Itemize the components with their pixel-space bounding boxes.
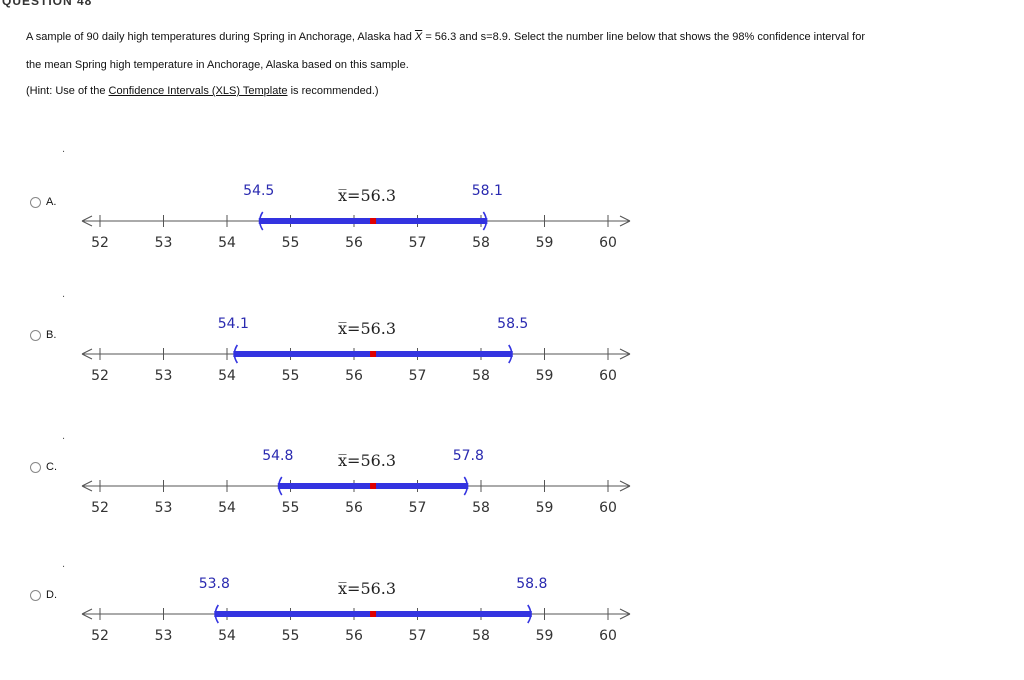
xbar-symbol: X [414,31,423,43]
option-dot-marker: . [62,558,66,570]
tick-label: 53 [155,628,173,644]
option-radio-d[interactable] [30,590,41,601]
tick-label: 59 [536,628,554,644]
lower-bound-label: 54.1 [218,316,249,332]
right-arrow-icon [619,480,631,492]
tick-label: 53 [155,368,173,384]
mean-label: x̅=56.3 [338,579,396,598]
tick-label: 54 [218,368,236,384]
tick-label: 55 [282,368,300,384]
mean-marker [370,483,377,489]
option-radio-a[interactable] [30,197,41,208]
lower-bracket [278,476,283,496]
confidence-intervals-template-link[interactable]: Confidence Intervals (XLS) Template [108,85,288,97]
left-arrow-icon [81,480,93,492]
upper-bound-label: 58.8 [516,576,547,592]
left-arrow-icon [81,215,93,227]
number-line-b: 52 53 54 55 56 57 58 59 60 54.1 58.5 x̅=56.3 [81,316,631,384]
tick-label: 53 [155,235,173,251]
tick-label: 58 [472,628,490,644]
tick-label: 52 [91,628,109,644]
right-arrow-icon [619,348,631,360]
tick-label: 58 [472,368,490,384]
tick-label: 60 [599,235,617,251]
mean-label: x̅=56.3 [338,319,396,338]
question-text-post: = 56.3 and s=8.9. Select the number line… [425,31,865,43]
hint-suffix: is recommended.) [290,85,379,97]
tick-label: 55 [282,235,300,251]
left-arrow-icon [81,608,93,620]
mean-label: x̅=56.3 [338,451,396,470]
tick-label: 56 [345,628,363,644]
lower-bracket [214,604,219,624]
lower-bound-label: 53.8 [199,576,230,592]
tick-label: 52 [91,368,109,384]
tick-label: 57 [409,500,427,516]
hint-line: (Hint: Use of the Confidence Intervals (… [26,85,379,97]
option-dot-marker: . [62,430,66,442]
tick-label: 52 [91,500,109,516]
lower-bound-label: 54.5 [243,183,274,199]
tick-label: 56 [345,500,363,516]
upper-bound-label: 57.8 [453,448,484,464]
mean-marker [370,351,377,357]
lower-bracket [233,344,239,364]
right-arrow-icon [619,215,631,227]
tick-label: 55 [282,500,300,516]
option-label: B. [46,329,57,341]
option-label: C. [46,461,57,473]
tick-label: 58 [472,500,490,516]
left-arrow-icon [81,348,93,360]
tick-label: 58 [472,235,490,251]
tick-label: 57 [409,368,427,384]
upper-bound-label: 58.1 [472,183,503,199]
option-radio-b[interactable] [30,330,41,341]
tick-label: 60 [599,368,617,384]
tick-label: 56 [345,235,363,251]
tick-label: 57 [409,628,427,644]
tick-label: 59 [536,235,554,251]
option-label: D. [46,589,57,601]
number-line-d: 52 53 54 55 56 57 58 59 60 53.8 58.8 x̅=56.3 [81,576,631,644]
option-dot-marker: . [62,143,66,155]
upper-bracket [508,344,513,364]
number-line-a: 52 53 54 55 56 57 58 59 60 54.5 58.1 x̅=56.3 [81,183,631,251]
mean-label: x̅=56.3 [338,186,396,205]
upper-bracket [527,604,532,624]
mean-marker [370,611,377,617]
right-arrow-icon [619,608,631,620]
question-line-1: A sample of 90 daily high temperatures d… [26,31,865,43]
question-header: QUESTION 48 [2,0,93,8]
tick-label: 52 [91,235,109,251]
tick-label: 54 [218,628,236,644]
lower-bound-label: 54.8 [262,448,293,464]
tick-label: 54 [218,500,236,516]
lower-bracket [258,211,264,231]
mean-marker [370,218,377,224]
upper-bracket [482,211,488,231]
upper-bound-label: 58.5 [497,316,528,332]
tick-label: 57 [409,235,427,251]
tick-label: 60 [599,500,617,516]
option-radio-c[interactable] [30,462,41,473]
tick-label: 54 [218,235,236,251]
number-line-c: 52 53 54 55 56 57 58 59 60 54.8 57.8 x̅=56.3 [81,448,631,516]
question-line-2: the mean Spring high temperature in Anch… [26,59,409,71]
tick-label: 53 [155,500,173,516]
tick-label: 55 [282,628,300,644]
tick-label: 56 [345,368,363,384]
upper-bracket [463,476,469,496]
option-dot-marker: . [62,288,66,300]
question-text-pre: A sample of 90 daily high temperatures d… [26,31,412,43]
option-label: A. [46,196,57,208]
tick-label: 59 [536,500,554,516]
tick-label: 59 [536,368,554,384]
hint-prefix: (Hint: Use of the [26,85,106,97]
tick-label: 60 [599,628,617,644]
